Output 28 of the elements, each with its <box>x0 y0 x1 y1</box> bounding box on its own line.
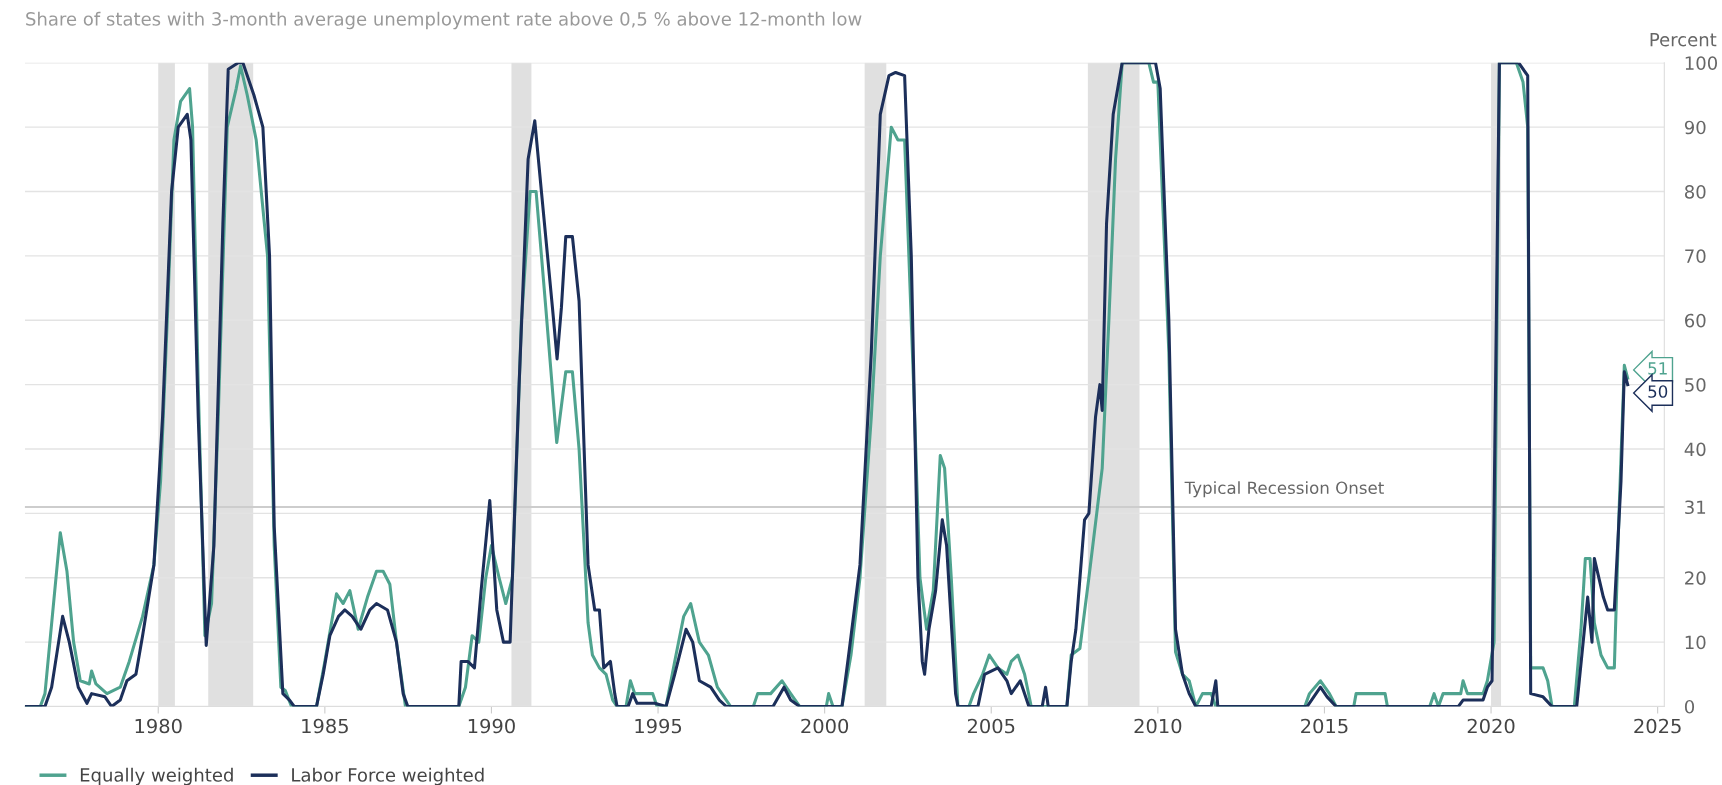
y-tick-label: 10 <box>1685 635 1706 650</box>
x-tick-label: 2020 <box>1467 718 1515 734</box>
x-tick-label: 1980 <box>135 718 182 734</box>
x-tick-label: 2005 <box>967 718 1015 734</box>
y-tick-label: 70 <box>1685 249 1706 264</box>
y-tick-label: 50 <box>1685 378 1706 392</box>
x-tick-label: 1995 <box>635 718 682 734</box>
x-tick-label: 2010 <box>1134 718 1182 734</box>
y-tick-label: 40 <box>1684 442 1706 457</box>
x-tick-label: 1990 <box>468 718 515 734</box>
legend-label: Labor Force weighted <box>292 767 484 785</box>
legend-label: Equally weighted <box>80 767 233 785</box>
y-axis-title: Percent <box>1650 33 1717 47</box>
chart-title: Share of states with 3-month average unemployment rate above 0,5 % above 12-month low <box>26 11 862 30</box>
y-tick-label: 20 <box>1685 571 1706 585</box>
x-tick-label: 2025 <box>1634 718 1681 734</box>
y-tick-label: 90 <box>1684 120 1706 135</box>
x-tick-label: 1985 <box>302 718 348 734</box>
ref-line-label: Typical Recession Onset <box>1184 481 1384 498</box>
y-tick-label: 0 <box>1684 699 1695 714</box>
y-tick-label: 31 <box>1685 500 1706 515</box>
data-label: 51 <box>1648 362 1667 375</box>
y-tick-label: 80 <box>1684 185 1706 199</box>
data-label: 50 <box>1648 385 1668 398</box>
x-tick-label: 2015 <box>1301 718 1348 734</box>
y-tick-label: 60 <box>1685 313 1706 328</box>
y-tick-label: 100 <box>1685 56 1718 70</box>
x-tick-label: 2000 <box>801 718 849 734</box>
